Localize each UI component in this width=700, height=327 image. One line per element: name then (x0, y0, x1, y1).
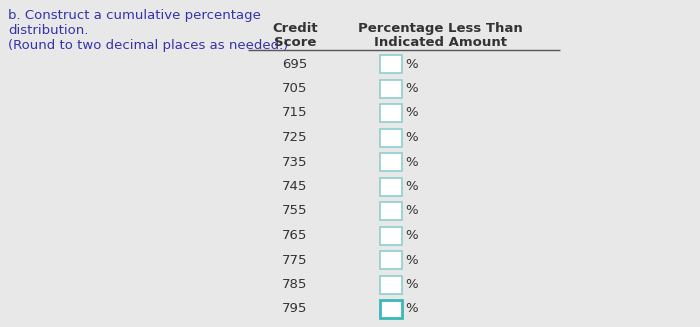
FancyBboxPatch shape (380, 104, 402, 122)
Text: 705: 705 (282, 82, 308, 95)
Text: distribution.: distribution. (8, 24, 88, 37)
FancyBboxPatch shape (380, 178, 402, 196)
FancyBboxPatch shape (380, 55, 402, 73)
Text: 785: 785 (282, 278, 308, 291)
Text: %: % (405, 253, 418, 267)
Text: 755: 755 (282, 204, 308, 217)
Text: %: % (405, 131, 418, 144)
Text: %: % (405, 278, 418, 291)
Text: %: % (405, 58, 418, 71)
Text: Credit: Credit (272, 22, 318, 35)
Text: %: % (405, 82, 418, 95)
FancyBboxPatch shape (380, 251, 402, 269)
Text: 695: 695 (282, 58, 307, 71)
Text: Indicated Amount: Indicated Amount (374, 36, 507, 49)
Text: %: % (405, 302, 418, 316)
Text: (Round to two decimal places as needed.): (Round to two decimal places as needed.) (8, 39, 288, 52)
FancyBboxPatch shape (380, 79, 402, 97)
FancyBboxPatch shape (380, 129, 402, 146)
Text: 725: 725 (282, 131, 308, 144)
Text: 765: 765 (282, 229, 308, 242)
FancyBboxPatch shape (380, 153, 402, 171)
FancyBboxPatch shape (380, 227, 402, 245)
FancyBboxPatch shape (380, 276, 402, 294)
Text: 745: 745 (282, 180, 308, 193)
Text: 795: 795 (282, 302, 308, 316)
Text: %: % (405, 204, 418, 217)
Text: Percentage Less Than: Percentage Less Than (358, 22, 522, 35)
Text: 775: 775 (282, 253, 308, 267)
FancyBboxPatch shape (380, 202, 402, 220)
FancyBboxPatch shape (380, 300, 402, 318)
Text: %: % (405, 229, 418, 242)
Text: %: % (405, 180, 418, 193)
Text: b. Construct a cumulative percentage: b. Construct a cumulative percentage (8, 9, 261, 22)
Text: Score: Score (274, 36, 316, 49)
Text: %: % (405, 156, 418, 168)
Text: %: % (405, 107, 418, 119)
Text: 735: 735 (282, 156, 308, 168)
Text: 715: 715 (282, 107, 308, 119)
